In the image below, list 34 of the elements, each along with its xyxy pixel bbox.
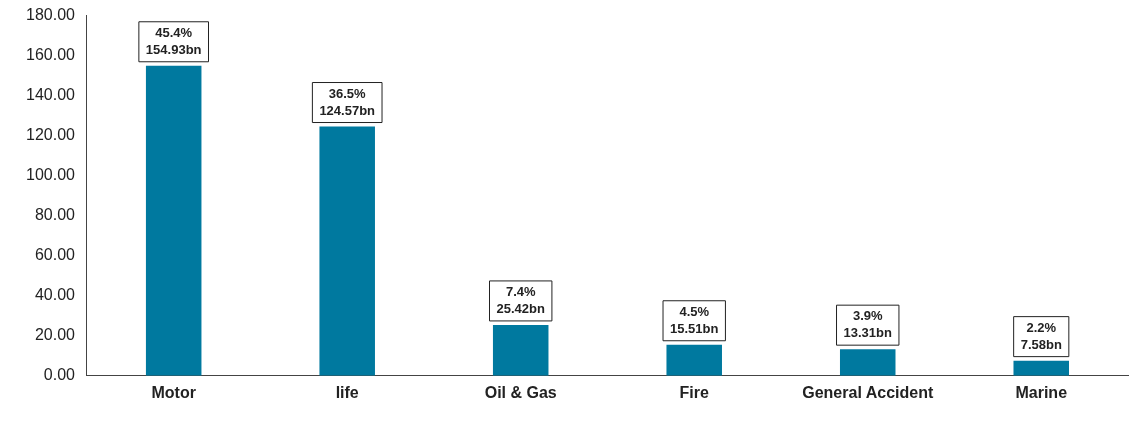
bar bbox=[492, 324, 549, 376]
bar bbox=[839, 349, 896, 376]
data-label: 154.93bn bbox=[145, 41, 202, 57]
x-tick-label: General Accident bbox=[802, 383, 934, 401]
y-tick-label: 100.00 bbox=[26, 166, 76, 184]
y-tick-label: 120.00 bbox=[26, 126, 76, 144]
y-tick-label: 40.00 bbox=[34, 286, 76, 304]
x-tick-label: Motor bbox=[151, 383, 196, 401]
annotation: 7.4% bbox=[505, 284, 536, 300]
y-tick-label: 20.00 bbox=[34, 326, 76, 344]
x-tick-label: life bbox=[335, 383, 359, 401]
annotation: 45.4% bbox=[155, 24, 193, 40]
y-tick-label: 60.00 bbox=[34, 246, 76, 264]
y-tick-label: 160.00 bbox=[26, 46, 76, 64]
data-label: 25.42bn bbox=[496, 301, 545, 317]
y-tick-label: 140.00 bbox=[26, 86, 76, 104]
data-label: 15.51bn bbox=[670, 320, 719, 336]
bar bbox=[145, 65, 202, 376]
annotation: 4.5% bbox=[679, 303, 710, 319]
data-label: 124.57bn bbox=[319, 102, 376, 118]
data-label: 7.58bn bbox=[1020, 336, 1062, 352]
bar bbox=[666, 344, 722, 376]
x-tick-label: Fire bbox=[679, 383, 709, 401]
bar bbox=[319, 126, 375, 376]
x-tick-label: Oil & Gas bbox=[484, 383, 557, 401]
y-tick-label: 0.00 bbox=[43, 366, 76, 384]
bar bbox=[1013, 360, 1070, 376]
data-label: 13.31bn bbox=[843, 325, 892, 341]
annotation: 2.2% bbox=[1026, 319, 1057, 335]
x-tick-label: Marine bbox=[1015, 383, 1068, 401]
y-tick-label: 180.00 bbox=[26, 6, 76, 24]
annotation: 3.9% bbox=[852, 308, 883, 324]
y-tick-label: 80.00 bbox=[34, 206, 76, 224]
annotation: 36.5% bbox=[328, 85, 367, 101]
